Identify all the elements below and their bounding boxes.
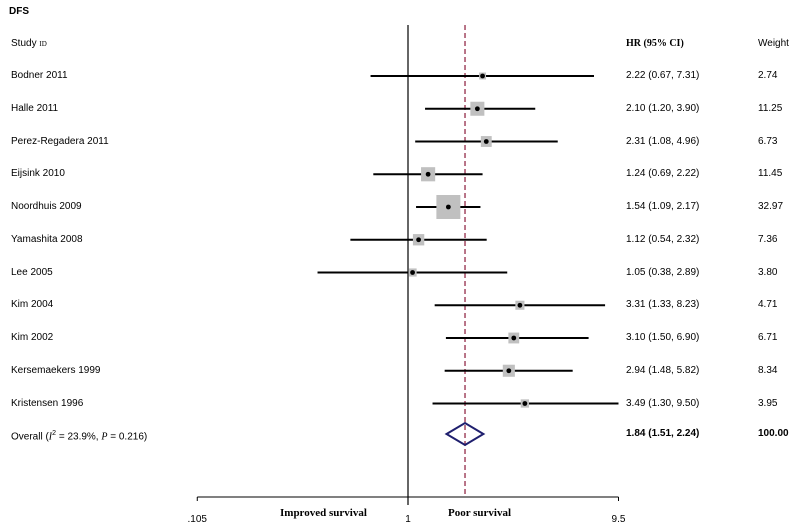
- overall-label-i2-sup: 2: [52, 430, 57, 437]
- study-name: Noordhuis 2009: [11, 201, 82, 212]
- study-name: Perez-Regadera 2011: [11, 135, 109, 147]
- point-estimate: [517, 302, 523, 308]
- x-label-left: Improved survival: [280, 507, 367, 519]
- study-weight-text: 11.25: [758, 102, 783, 114]
- study-weight-text: 6.73: [758, 135, 778, 147]
- point-estimate: [410, 270, 415, 275]
- overall-label-p: P: [101, 431, 108, 443]
- study-weight-text: 3.95: [758, 397, 778, 409]
- point-estimate: [522, 401, 528, 406]
- point-estimate: [445, 204, 451, 210]
- study-ci-text: 3.49 (1.30, 9.50): [626, 397, 700, 409]
- x-tick-label: 1: [405, 514, 411, 525]
- study-column-header: Study ID: [11, 38, 47, 50]
- study-name: Yamashita 2008: [11, 233, 83, 245]
- overall-diamond: [444, 421, 486, 447]
- study-weight-text: 7.36: [758, 233, 778, 245]
- overall-ci-text: 1.84 (1.51, 2.24): [626, 428, 700, 439]
- point-estimate: [511, 335, 517, 341]
- overall-label-prefix: Overall (: [11, 431, 49, 443]
- study-name: Kristensen 1996: [11, 397, 84, 409]
- study-weight-text: 32.97: [758, 201, 784, 212]
- study-ci-text: 3.10 (1.50, 6.90): [626, 332, 700, 343]
- study-column-id: ID: [39, 40, 47, 48]
- weight-column-header: Weight: [758, 38, 789, 49]
- study-ci-text: 1.05 (0.38, 2.89): [626, 266, 700, 278]
- study-ci-text: 1.12 (0.54, 2.32): [626, 233, 700, 245]
- point-estimate: [480, 73, 485, 79]
- study-ci-text: 1.54 (1.09, 2.17): [626, 201, 700, 212]
- x-label-right: Poor survival: [448, 507, 512, 519]
- overall-label-middle: = 23.9%,: [56, 431, 102, 443]
- study-name: Bodner 2011: [11, 70, 68, 81]
- point-estimate: [483, 139, 489, 144]
- point-estimate: [506, 368, 512, 374]
- study-weight-text: 4.71: [758, 299, 778, 311]
- study-weight-text: 8.34: [758, 364, 778, 376]
- point-estimate: [474, 106, 480, 112]
- hr-column-header: HR (95% CI): [626, 38, 684, 49]
- overall-label-i2: I: [48, 431, 53, 443]
- study-weight-text: 2.74: [758, 70, 778, 81]
- study-ci-text: 2.22 (0.67, 7.31): [626, 70, 700, 81]
- study-name: Lee 2005: [11, 266, 53, 278]
- study-weight-text: 6.71: [758, 332, 778, 343]
- study-ci-text: 3.31 (1.33, 8.23): [626, 299, 700, 311]
- study-column-label: Study: [11, 38, 37, 49]
- study-weight-text: 3.80: [758, 266, 778, 278]
- chart-title: DFS: [9, 6, 29, 17]
- point-estimate: [416, 237, 421, 243]
- point-estimate: [425, 171, 431, 177]
- study-name: Kim 2004: [11, 299, 54, 311]
- study-ci-text: 2.31 (1.08, 4.96): [626, 135, 700, 147]
- study-ci-text: 1.24 (0.69, 2.22): [626, 168, 700, 180]
- study-ci-text: 2.94 (1.48, 5.82): [626, 364, 700, 376]
- study-name: Kim 2002: [11, 332, 54, 343]
- overall-label-suffix: = 0.216): [107, 431, 148, 443]
- x-tick-label: .105: [187, 514, 207, 525]
- study-ci-text: 2.10 (1.20, 3.90): [626, 102, 700, 114]
- study-weight-text: 11.45: [758, 168, 783, 180]
- study-name: Eijsink 2010: [11, 168, 65, 180]
- overall-label: Overall (I2 = 23.9%, P = 0.216): [11, 428, 147, 443]
- overall-weight-text: 100.00: [758, 428, 789, 439]
- x-tick-label: 9.5: [611, 514, 626, 525]
- study-name: Kersemaekers 1999: [11, 364, 101, 376]
- study-name: Halle 2011: [11, 102, 59, 114]
